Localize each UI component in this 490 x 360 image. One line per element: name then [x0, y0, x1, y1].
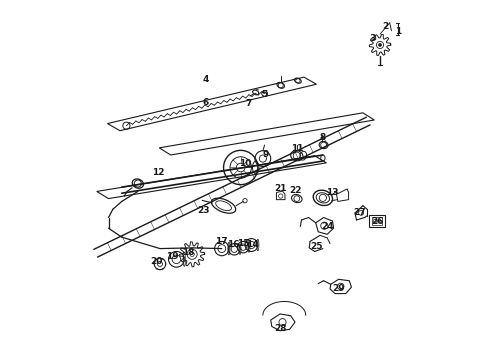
Text: 4: 4	[202, 75, 209, 84]
Circle shape	[379, 44, 381, 46]
Text: 17: 17	[216, 237, 228, 246]
Text: 2: 2	[382, 22, 389, 31]
Text: 21: 21	[274, 184, 286, 193]
Text: 15: 15	[237, 239, 249, 248]
Text: 14: 14	[246, 240, 258, 249]
Text: 27: 27	[353, 208, 366, 217]
Text: 26: 26	[371, 217, 383, 226]
Text: 28: 28	[274, 324, 286, 333]
Text: 24: 24	[321, 222, 334, 231]
Text: 20: 20	[150, 257, 163, 266]
Text: 3: 3	[370, 35, 376, 44]
Text: 23: 23	[197, 206, 210, 215]
Text: 13: 13	[326, 188, 339, 197]
Text: 10: 10	[239, 159, 251, 168]
Circle shape	[157, 261, 163, 266]
Text: 5: 5	[262, 90, 268, 99]
Text: 12: 12	[152, 168, 165, 177]
Text: 8: 8	[320, 133, 326, 142]
Text: 29: 29	[332, 284, 345, 293]
Text: 9: 9	[263, 150, 269, 159]
Text: 6: 6	[202, 98, 209, 107]
Text: 1: 1	[395, 27, 402, 36]
Text: 16: 16	[227, 240, 240, 249]
Text: 22: 22	[289, 186, 301, 195]
Text: 7: 7	[245, 99, 252, 108]
Text: 19: 19	[167, 252, 179, 261]
Text: 25: 25	[310, 242, 323, 251]
Text: 11: 11	[291, 144, 303, 153]
Text: 18: 18	[182, 248, 194, 257]
